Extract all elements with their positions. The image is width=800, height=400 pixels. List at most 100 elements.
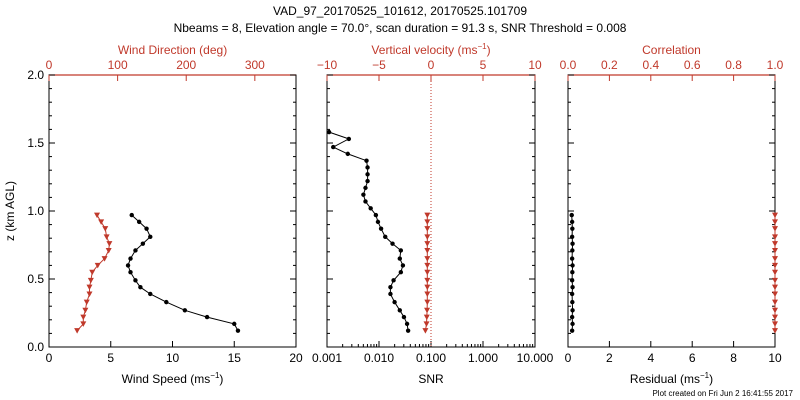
- data-point: [391, 278, 396, 283]
- data-point: [129, 212, 134, 218]
- data-point: [772, 212, 778, 219]
- x-bottom-axis-label: Wind Speed (ms−1): [122, 371, 224, 386]
- x-top-tick-label: 0.2: [601, 58, 618, 72]
- data-point: [423, 314, 430, 321]
- data-point: [570, 241, 575, 246]
- data-point: [424, 234, 431, 240]
- data-point: [569, 234, 575, 240]
- data-point: [83, 299, 90, 306]
- data-point: [164, 299, 169, 305]
- data-point: [424, 284, 431, 291]
- data-point: [423, 321, 430, 327]
- x-bottom-axis-label: Residual (ms−1): [630, 371, 713, 386]
- data-point: [772, 234, 778, 240]
- data-point: [772, 291, 778, 297]
- data-point: [772, 269, 778, 276]
- data-point: [89, 269, 96, 276]
- data-point: [424, 226, 431, 232]
- data-point: [365, 165, 370, 170]
- data-point: [94, 212, 101, 219]
- data-point: [424, 256, 431, 262]
- data-point: [102, 226, 109, 232]
- data-point: [86, 284, 93, 291]
- data-point: [365, 178, 370, 184]
- data-point: [125, 263, 131, 268]
- data-point: [424, 241, 431, 247]
- data-point: [424, 247, 431, 254]
- x-bottom-tick-label: 20: [289, 351, 303, 365]
- data-point: [772, 247, 778, 254]
- data-point: [98, 219, 105, 225]
- data-point: [136, 219, 142, 225]
- data-point: [404, 321, 410, 327]
- x-bottom-tick-label: 2: [606, 351, 613, 365]
- data-point: [138, 284, 143, 290]
- data-point: [375, 219, 381, 225]
- data-point: [364, 158, 369, 163]
- x-bottom-tick-label: 0.001: [312, 351, 342, 365]
- data-point: [87, 277, 94, 284]
- data-point: [94, 262, 101, 269]
- data-point: [388, 291, 393, 297]
- x-top-tick-label: 200: [176, 58, 196, 72]
- data-point: [772, 307, 778, 314]
- x-bottom-tick-label: 1.000: [468, 351, 498, 365]
- x-bottom-tick-label: 10.000: [517, 351, 554, 365]
- data-point: [345, 151, 350, 157]
- data-point: [106, 241, 113, 247]
- data-point: [424, 212, 431, 219]
- x-top-tick-label: 300: [245, 58, 265, 72]
- data-point: [569, 328, 575, 333]
- data-point: [133, 248, 138, 253]
- data-point: [400, 263, 406, 268]
- data-point: [424, 262, 431, 269]
- x-bottom-tick-label: 0.010: [364, 351, 394, 365]
- x-top-axis-label: Correlation: [642, 43, 701, 57]
- data-point: [570, 284, 575, 290]
- data-point: [424, 269, 431, 276]
- x-top-tick-label: 0: [46, 58, 53, 72]
- data-point: [570, 321, 575, 327]
- x-bottom-tick-label: 0: [565, 351, 572, 365]
- x-top-tick-label: 0.4: [642, 58, 659, 72]
- data-point: [235, 328, 241, 333]
- y-tick-label: 1.5: [27, 136, 44, 150]
- y-tick-label: 0.5: [27, 272, 44, 286]
- x-top-axis-label: Vertical velocity (ms−1): [371, 42, 490, 57]
- x-top-tick-label: −10: [317, 58, 338, 72]
- x-top-tick-label: 0.8: [725, 58, 742, 72]
- data-point: [392, 299, 397, 305]
- x-bottom-tick-label: 0: [46, 351, 53, 365]
- data-point: [422, 328, 429, 334]
- data-point: [570, 270, 575, 275]
- data-point: [424, 277, 431, 284]
- data-point: [140, 241, 146, 246]
- data-point: [74, 328, 81, 334]
- data-point: [570, 263, 575, 268]
- data-point: [128, 256, 133, 261]
- data-point: [232, 321, 237, 327]
- x-bottom-tick-label: 10: [768, 351, 782, 365]
- x-top-tick-label: 5: [480, 58, 487, 72]
- data-point: [569, 291, 575, 297]
- x-top-tick-label: −5: [372, 58, 386, 72]
- y-tick-label: 1.0: [27, 204, 44, 218]
- data-point: [144, 226, 149, 231]
- data-point: [368, 206, 373, 211]
- data-point: [390, 241, 395, 246]
- x-bottom-tick-label: 15: [228, 351, 242, 365]
- data-point: [80, 321, 87, 327]
- y-tick-label: 0.0: [27, 340, 44, 354]
- data-point: [569, 212, 574, 218]
- data-point: [772, 262, 778, 269]
- x-top-tick-label: 0: [428, 58, 435, 72]
- data-point: [148, 291, 153, 297]
- x-top-tick-label: 10: [528, 58, 542, 72]
- data-point: [363, 185, 368, 191]
- data-point: [570, 226, 575, 231]
- data-point: [80, 314, 87, 321]
- x-bottom-tick-label: 6: [689, 351, 696, 365]
- y-axis-label: z (km AGL): [3, 181, 17, 241]
